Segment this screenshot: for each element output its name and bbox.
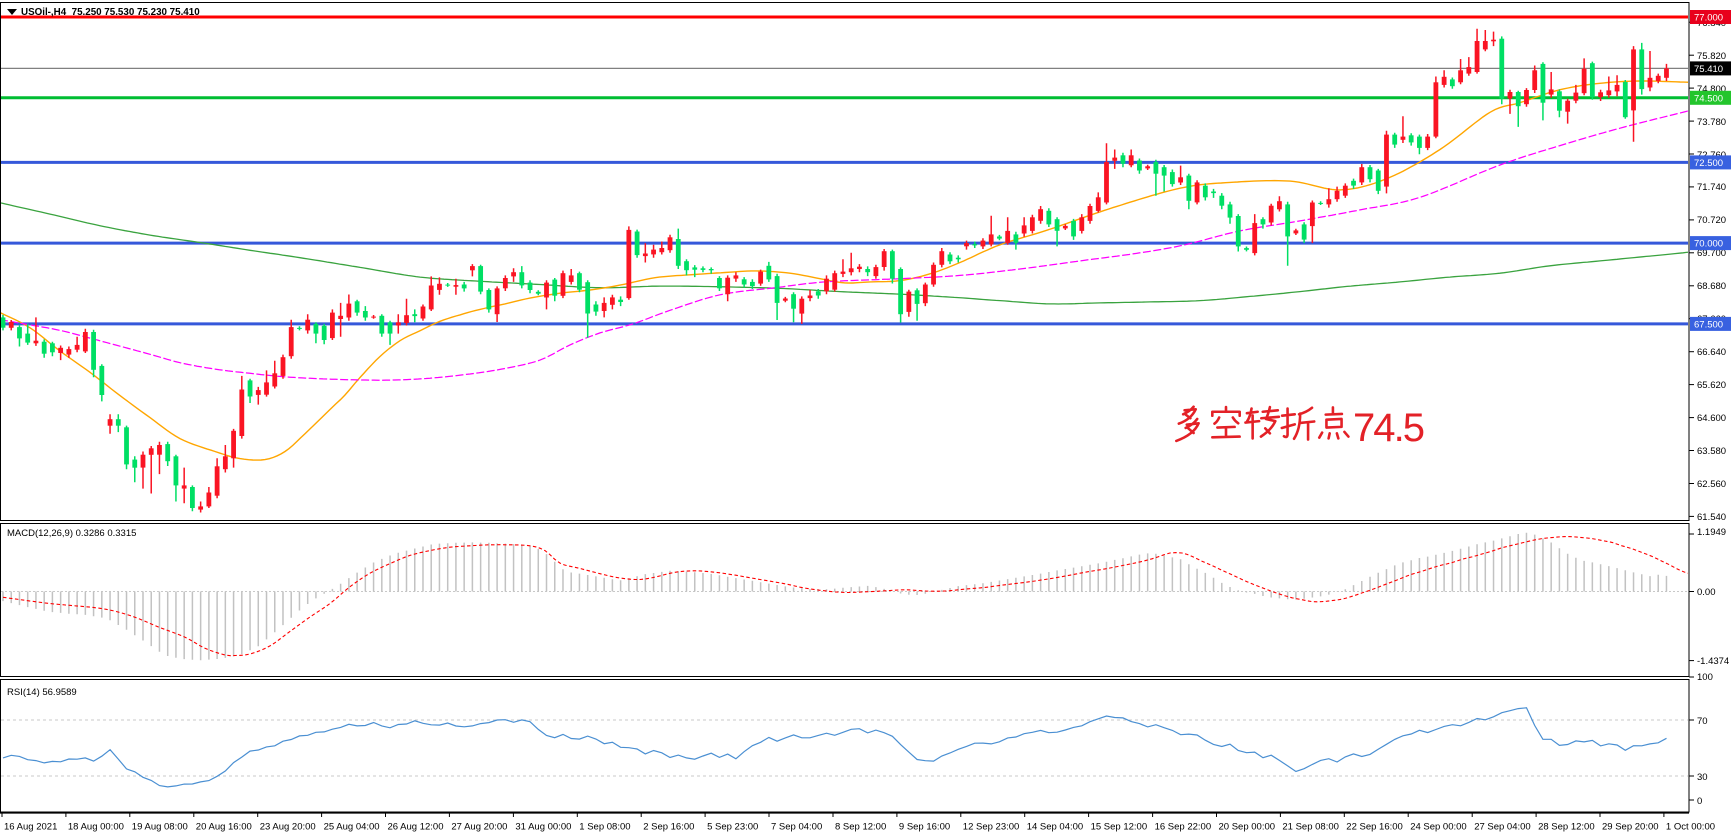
svg-text:MACD(12,26,9) 0.3286 0.3315: MACD(12,26,9) 0.3286 0.3315 <box>7 528 136 539</box>
svg-text:64.600: 64.600 <box>1697 413 1726 424</box>
svg-text:0: 0 <box>1697 796 1702 807</box>
svg-text:72.500: 72.500 <box>1694 158 1723 169</box>
svg-text:12 Sep 23:00: 12 Sep 23:00 <box>963 822 1020 833</box>
svg-text:20 Aug 16:00: 20 Aug 16:00 <box>196 822 252 833</box>
svg-text:61.540: 61.540 <box>1697 512 1726 523</box>
svg-text:70.000: 70.000 <box>1694 239 1723 250</box>
svg-text:15 Sep 12:00: 15 Sep 12:00 <box>1091 822 1148 833</box>
svg-text:23 Aug 20:00: 23 Aug 20:00 <box>260 822 316 833</box>
svg-text:25 Aug 04:00: 25 Aug 04:00 <box>324 822 380 833</box>
svg-text:27 Sep 04:00: 27 Sep 04:00 <box>1474 822 1531 833</box>
svg-text:USOil-,H4 75.250 75.530 75.23: USOil-,H4 75.250 75.530 75.230 75.410 <box>21 7 200 18</box>
svg-text:70.720: 70.720 <box>1697 215 1726 226</box>
svg-text:21 Sep 08:00: 21 Sep 08:00 <box>1282 822 1339 833</box>
svg-text:18 Aug 00:00: 18 Aug 00:00 <box>68 822 124 833</box>
svg-text:71.740: 71.740 <box>1697 182 1726 193</box>
svg-text:29 Sep 20:00: 29 Sep 20:00 <box>1602 822 1659 833</box>
svg-text:31 Aug 00:00: 31 Aug 00:00 <box>515 822 571 833</box>
svg-text:65.620: 65.620 <box>1697 380 1726 391</box>
svg-text:30: 30 <box>1697 772 1708 783</box>
svg-text:9 Sep 16:00: 9 Sep 16:00 <box>899 822 950 833</box>
svg-text:8 Sep 12:00: 8 Sep 12:00 <box>835 822 886 833</box>
svg-text:5 Sep 23:00: 5 Sep 23:00 <box>707 822 758 833</box>
svg-text:1 Oct 00:00: 1 Oct 00:00 <box>1666 822 1715 833</box>
svg-text:63.580: 63.580 <box>1697 446 1726 457</box>
svg-text:2 Sep 16:00: 2 Sep 16:00 <box>643 822 694 833</box>
svg-text:74.800: 74.800 <box>1697 84 1726 95</box>
svg-text:75.410: 75.410 <box>1694 64 1723 75</box>
svg-text:75.820: 75.820 <box>1697 51 1726 62</box>
svg-text:20 Sep 00:00: 20 Sep 00:00 <box>1219 822 1276 833</box>
svg-text:19 Aug 08:00: 19 Aug 08:00 <box>132 822 188 833</box>
svg-text:67.500: 67.500 <box>1694 319 1723 330</box>
svg-text:73.780: 73.780 <box>1697 117 1726 128</box>
svg-text:26 Aug 12:00: 26 Aug 12:00 <box>388 822 444 833</box>
svg-text:62.560: 62.560 <box>1697 479 1726 490</box>
svg-text:66.640: 66.640 <box>1697 347 1726 358</box>
svg-text:22 Sep 16:00: 22 Sep 16:00 <box>1346 822 1403 833</box>
svg-text:68.680: 68.680 <box>1697 281 1726 292</box>
svg-text:28 Sep 12:00: 28 Sep 12:00 <box>1538 822 1595 833</box>
svg-text:0.00: 0.00 <box>1697 587 1716 598</box>
svg-text:27 Aug 20:00: 27 Aug 20:00 <box>451 822 507 833</box>
svg-text:14 Sep 04:00: 14 Sep 04:00 <box>1027 822 1084 833</box>
svg-text:74.500: 74.500 <box>1694 93 1723 104</box>
svg-text:-1.4374: -1.4374 <box>1697 656 1729 667</box>
svg-text:69.700: 69.700 <box>1697 248 1726 259</box>
svg-text:1.1949: 1.1949 <box>1697 527 1726 538</box>
svg-text:77.000: 77.000 <box>1694 13 1723 24</box>
svg-text:16 Aug 2021: 16 Aug 2021 <box>4 822 57 833</box>
svg-text:1 Sep 08:00: 1 Sep 08:00 <box>579 822 630 833</box>
svg-text:74.5: 74.5 <box>1353 406 1425 450</box>
svg-text:7 Sep 04:00: 7 Sep 04:00 <box>771 822 822 833</box>
svg-text:100: 100 <box>1697 672 1713 683</box>
svg-text:16 Sep 22:00: 16 Sep 22:00 <box>1155 822 1212 833</box>
svg-text:70: 70 <box>1697 716 1708 727</box>
svg-text:RSI(14) 56.9589: RSI(14) 56.9589 <box>7 687 77 698</box>
svg-text:24 Sep 00:00: 24 Sep 00:00 <box>1410 822 1467 833</box>
